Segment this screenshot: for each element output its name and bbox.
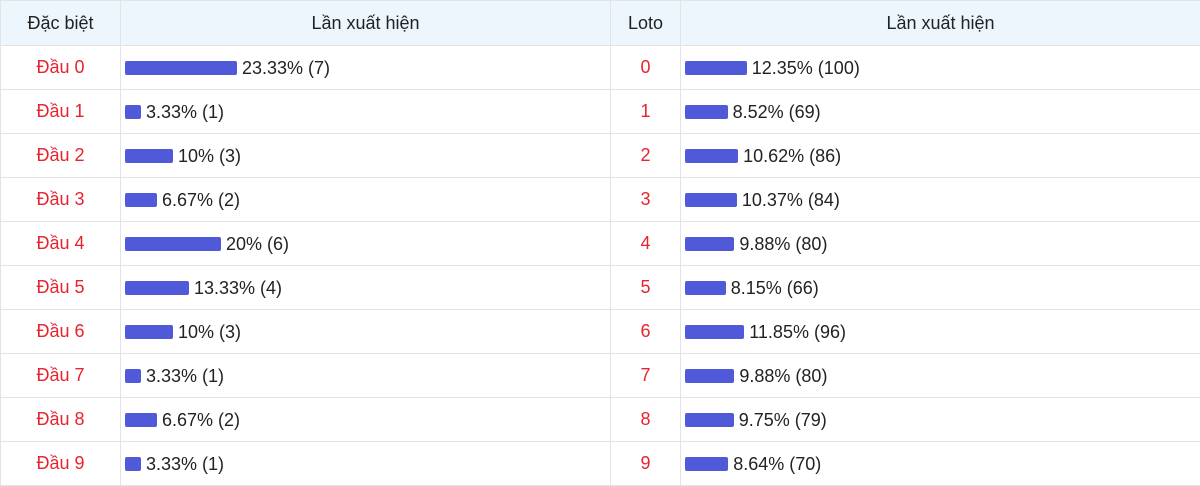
loto-value: 9.88% (80): [739, 233, 827, 253]
dau-label: Đầu 5: [1, 266, 121, 310]
loto-cell: 9.88% (80): [681, 354, 1200, 398]
table-row: Đầu 0 23.33% (7) 0 12.35% (100): [1, 46, 1200, 90]
header-lan-xuat-hien: Lần xuất hiện: [121, 1, 611, 46]
table-row: Đầu 3 6.67% (2) 3 10.37% (84): [1, 178, 1200, 222]
table-row: Đầu 6 10% (3) 6 11.85% (96): [1, 310, 1200, 354]
dac-biet-value: 6.67% (2): [162, 409, 240, 429]
dac-biet-bar: [125, 105, 141, 119]
dac-biet-cell: 10% (3): [121, 310, 611, 354]
loto-value: 8.52% (69): [733, 101, 821, 121]
table-row: Đầu 1 3.33% (1) 1 8.52% (69): [1, 90, 1200, 134]
dac-biet-value: 13.33% (4): [194, 277, 282, 297]
header-loto: Loto: [611, 1, 681, 46]
loto-label: 1: [611, 90, 681, 134]
table-row: Đầu 2 10% (3) 2 10.62% (86): [1, 134, 1200, 178]
loto-value: 9.75% (79): [739, 409, 827, 429]
dac-biet-cell: 10% (3): [121, 134, 611, 178]
dac-biet-value: 23.33% (7): [242, 57, 330, 77]
dau-label: Đầu 4: [1, 222, 121, 266]
loto-bar: [685, 105, 728, 119]
loto-label: 7: [611, 354, 681, 398]
dac-biet-value: 3.33% (1): [146, 365, 224, 385]
loto-bar: [685, 193, 737, 207]
dac-biet-cell: 6.67% (2): [121, 398, 611, 442]
loto-cell: 10.62% (86): [681, 134, 1200, 178]
loto-value: 10.62% (86): [743, 145, 841, 165]
dac-biet-bar: [125, 457, 141, 471]
dac-biet-cell: 6.67% (2): [121, 178, 611, 222]
loto-label: 4: [611, 222, 681, 266]
dau-label: Đầu 7: [1, 354, 121, 398]
header-dac-biet: Đặc biệt: [1, 1, 121, 46]
loto-label: 5: [611, 266, 681, 310]
dac-biet-value: 10% (3): [178, 321, 241, 341]
table-row: Đầu 8 6.67% (2) 8 9.75% (79): [1, 398, 1200, 442]
dau-label: Đầu 2: [1, 134, 121, 178]
table-row: Đầu 5 13.33% (4) 5 8.15% (66): [1, 266, 1200, 310]
loto-bar: [685, 325, 744, 339]
dac-biet-bar: [125, 237, 221, 251]
dac-biet-cell: 3.33% (1): [121, 90, 611, 134]
loto-value: 9.88% (80): [739, 365, 827, 385]
dac-biet-bar: [125, 281, 189, 295]
loto-bar: [685, 149, 738, 163]
dau-label: Đầu 8: [1, 398, 121, 442]
loto-label: 0: [611, 46, 681, 90]
loto-value: 8.64% (70): [733, 453, 821, 473]
loto-cell: 8.52% (69): [681, 90, 1200, 134]
dac-biet-cell: 20% (6): [121, 222, 611, 266]
dac-biet-cell: 3.33% (1): [121, 442, 611, 486]
dau-label: Đầu 1: [1, 90, 121, 134]
table-row: Đầu 4 20% (6) 4 9.88% (80): [1, 222, 1200, 266]
dac-biet-bar: [125, 369, 141, 383]
loto-value: 10.37% (84): [742, 189, 840, 209]
loto-value: 11.85% (96): [749, 321, 846, 341]
loto-bar: [685, 413, 734, 427]
dac-biet-value: 3.33% (1): [146, 453, 224, 473]
dau-label: Đầu 6: [1, 310, 121, 354]
dac-biet-bar: [125, 325, 173, 339]
loto-value: 8.15% (66): [731, 277, 819, 297]
loto-cell: 11.85% (96): [681, 310, 1200, 354]
dac-biet-value: 3.33% (1): [146, 101, 224, 121]
dac-biet-value: 10% (3): [178, 145, 241, 165]
dac-biet-bar: [125, 193, 157, 207]
table-row: Đầu 7 3.33% (1) 7 9.88% (80): [1, 354, 1200, 398]
dac-biet-bar: [125, 413, 157, 427]
table-row: Đầu 9 3.33% (1) 9 8.64% (70): [1, 442, 1200, 486]
dau-label: Đầu 3: [1, 178, 121, 222]
loto-cell: 8.64% (70): [681, 442, 1200, 486]
loto-bar: [685, 61, 747, 75]
loto-bar: [685, 237, 734, 251]
loto-cell: 9.75% (79): [681, 398, 1200, 442]
dac-biet-bar: [125, 149, 173, 163]
dac-biet-cell: 3.33% (1): [121, 354, 611, 398]
header-lan-xuat-hien-loto: Lần xuất hiện: [681, 1, 1200, 46]
loto-bar: [685, 369, 734, 383]
loto-cell: 10.37% (84): [681, 178, 1200, 222]
loto-cell: 9.88% (80): [681, 222, 1200, 266]
header-row: Đặc biệt Lần xuất hiện Loto Lần xuất hiệ…: [1, 1, 1200, 46]
loto-bar: [685, 281, 726, 295]
dac-biet-cell: 23.33% (7): [121, 46, 611, 90]
loto-label: 9: [611, 442, 681, 486]
dau-label: Đầu 9: [1, 442, 121, 486]
loto-cell: 12.35% (100): [681, 46, 1200, 90]
loto-label: 2: [611, 134, 681, 178]
dac-biet-value: 6.67% (2): [162, 189, 240, 209]
loto-label: 8: [611, 398, 681, 442]
loto-label: 3: [611, 178, 681, 222]
dau-label: Đầu 0: [1, 46, 121, 90]
dac-biet-value: 20% (6): [226, 233, 289, 253]
loto-value: 12.35% (100): [752, 57, 860, 77]
dac-biet-bar: [125, 61, 237, 75]
dac-biet-cell: 13.33% (4): [121, 266, 611, 310]
loto-bar: [685, 457, 728, 471]
loto-label: 6: [611, 310, 681, 354]
loto-cell: 8.15% (66): [681, 266, 1200, 310]
